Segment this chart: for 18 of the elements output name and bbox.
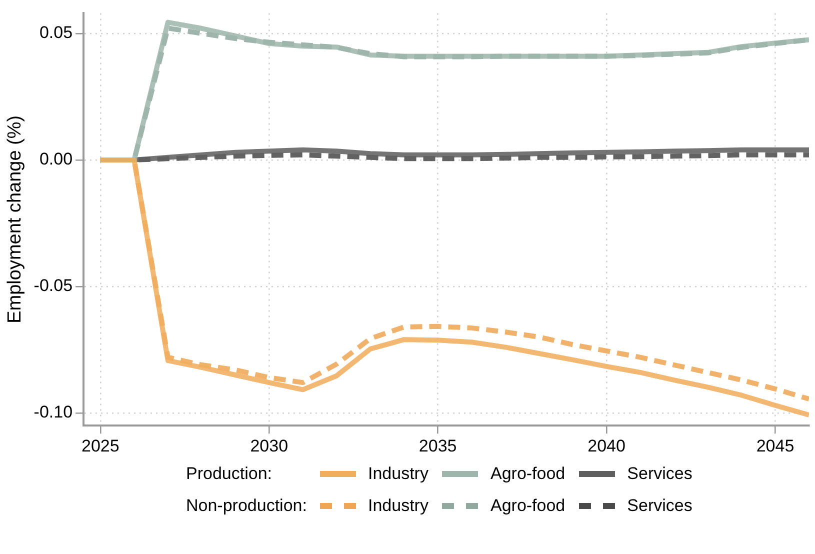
legend-label: Industry — [368, 464, 428, 484]
x-tick-label: 2040 — [588, 436, 626, 456]
text: Non-production: — [186, 496, 308, 516]
y-axis-title: Employment change (%) — [4, 115, 26, 324]
x-tick-label: 2030 — [250, 436, 288, 456]
y-tick-label: 0.00 — [39, 150, 73, 169]
x-tick-label: 2035 — [418, 436, 457, 456]
x-tick-label: 2025 — [82, 436, 120, 456]
y-tick-label: -0.10 — [34, 402, 73, 422]
text: Production: — [186, 464, 273, 484]
legend-label: Services — [627, 464, 692, 484]
x-tick-label: 2045 — [756, 436, 794, 456]
legend-label: Industry — [368, 496, 428, 516]
legend-label: Agro-food — [490, 464, 566, 484]
y-tick-label: -0.05 — [34, 276, 73, 296]
legend-label: Agro-food — [490, 496, 566, 516]
y-tick-label: 0.05 — [39, 23, 73, 42]
legend-label: Services — [627, 496, 692, 516]
